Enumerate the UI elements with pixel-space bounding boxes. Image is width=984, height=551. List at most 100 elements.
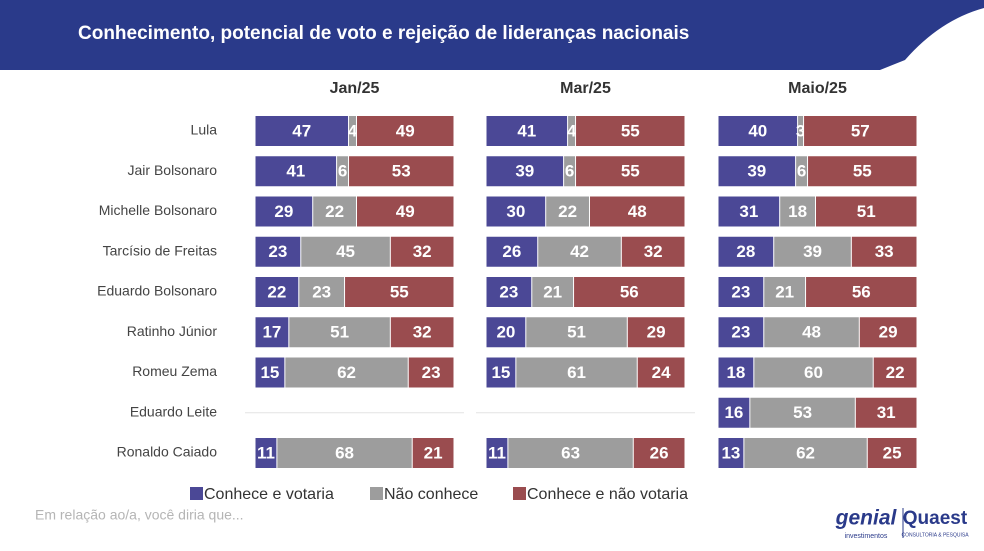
value-label: 22 [267, 282, 286, 301]
category-label: Ratinho Júnior [127, 323, 218, 339]
value-label: 53 [793, 403, 812, 422]
bar-segment [744, 438, 867, 468]
bar-segment [486, 277, 532, 307]
value-label: 22 [886, 363, 905, 382]
bar-segment [804, 116, 917, 146]
bar-segment [754, 357, 873, 388]
bar-segment [349, 156, 454, 187]
bar-segment [486, 236, 538, 267]
value-label: 55 [621, 121, 640, 140]
bar-segment [356, 196, 454, 227]
bar-segment [255, 317, 289, 348]
value-label: 47 [292, 121, 311, 140]
bar-segment [718, 156, 796, 187]
value-label: 23 [731, 282, 750, 301]
value-label: 11 [488, 443, 506, 462]
logo-genial-sub: investimentos [845, 533, 888, 540]
bar-segment [627, 317, 685, 348]
value-label: 24 [652, 363, 671, 382]
legend-label: Conhece e votaria [204, 486, 334, 503]
bar-segment [774, 236, 851, 267]
bar-segment [508, 438, 633, 468]
bar-segment [255, 196, 313, 227]
value-label: 39 [803, 242, 822, 261]
legend-swatch [190, 487, 203, 500]
bar-segment [301, 236, 390, 267]
value-label: 57 [851, 121, 870, 140]
value-label: 55 [621, 162, 640, 181]
bar-segment [564, 156, 576, 187]
value-label: 45 [336, 242, 355, 261]
category-label: Ronaldo Caiado [117, 444, 218, 460]
value-label: 40 [748, 121, 767, 140]
value-label: 53 [392, 162, 411, 181]
value-label: 22 [558, 202, 577, 221]
value-label: 48 [802, 323, 821, 342]
bar-segment [621, 236, 685, 267]
value-label: 39 [747, 162, 766, 181]
value-label: 6 [565, 162, 574, 181]
value-label: 18 [788, 202, 807, 221]
bar-segment [718, 116, 798, 146]
value-label: 29 [879, 323, 898, 342]
bar-segment [574, 277, 685, 307]
value-label: 39 [515, 162, 534, 181]
value-label: 31 [877, 403, 896, 422]
bar-segment [390, 236, 454, 267]
bar-segment [576, 156, 685, 187]
bar-segment [718, 438, 744, 468]
bar-segment [412, 438, 454, 468]
bar-segment [806, 277, 917, 307]
value-label: 16 [724, 403, 743, 422]
value-label: 22 [325, 202, 344, 221]
value-label: 63 [561, 443, 580, 462]
value-label: 23 [499, 282, 518, 301]
panel-title: Jan/25 [330, 80, 380, 97]
value-label: 28 [736, 242, 755, 261]
bar-segment [780, 196, 816, 227]
value-label: 41 [286, 162, 305, 181]
value-label: 42 [570, 242, 589, 261]
bar-segment [764, 277, 806, 307]
bar-segment [808, 156, 917, 187]
legend-label: Conhece e não votaria [527, 486, 688, 503]
legend-swatch [513, 487, 526, 500]
value-label: 23 [268, 242, 287, 261]
bar-segment [486, 116, 568, 146]
bar-segment [718, 317, 764, 348]
bar-segment [486, 357, 516, 388]
value-label: 21 [543, 282, 562, 301]
bar-segment [589, 196, 685, 227]
bar-segment [532, 277, 574, 307]
bar-segment [356, 116, 454, 146]
value-label: 32 [413, 242, 432, 261]
bar-segment [764, 317, 859, 348]
bar-segment [299, 277, 345, 307]
value-label: 26 [502, 242, 521, 261]
bar-segment [718, 196, 780, 227]
value-label: 32 [644, 242, 663, 261]
value-label: 49 [396, 121, 415, 140]
category-label: Romeu Zema [132, 363, 217, 379]
value-label: 51 [330, 323, 349, 342]
header-band [0, 0, 984, 70]
logo-quaest: Quaest [903, 508, 968, 529]
bar-segment [516, 357, 637, 388]
bar-segment [255, 357, 285, 388]
value-label: 4 [567, 121, 577, 140]
bar-segment [285, 357, 408, 388]
bar-segment [798, 116, 804, 146]
bar-segment [486, 196, 546, 227]
value-label: 13 [721, 443, 740, 462]
note: Em relação ao/a, você diria que... [35, 507, 244, 523]
value-label: 55 [390, 282, 409, 301]
value-label: 20 [496, 323, 515, 342]
value-label: 26 [650, 443, 669, 462]
value-label: 62 [337, 363, 356, 382]
value-label: 55 [853, 162, 872, 181]
bar-segment [718, 357, 754, 388]
value-label: 23 [731, 323, 750, 342]
value-label: 6 [797, 162, 806, 181]
legend-label: Não conhece [384, 486, 478, 503]
bar-segment [390, 317, 454, 348]
